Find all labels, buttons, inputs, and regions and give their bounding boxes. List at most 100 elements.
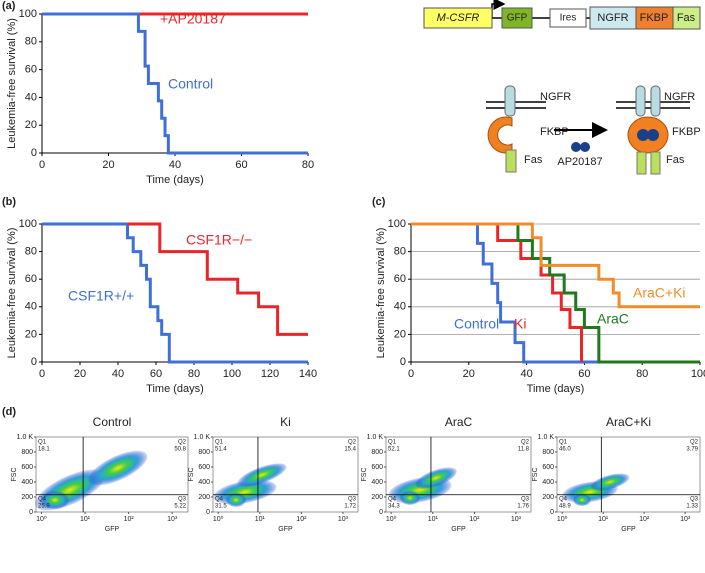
quadrant-name: Q4 xyxy=(215,497,224,503)
survival-curve xyxy=(411,222,700,364)
x-axis-label: GFP xyxy=(278,526,293,533)
quadrant-name: Q4 xyxy=(559,497,568,503)
y-tick-label: 200 xyxy=(21,494,33,501)
diagram-label: FKBP xyxy=(672,126,701,138)
quadrant-name: Q2 xyxy=(348,440,357,446)
construct-label: GFP xyxy=(507,13,528,24)
quadrant-name: Q3 xyxy=(348,497,357,503)
construct-label: Fas xyxy=(677,12,696,24)
x-tick-label: 10³ xyxy=(680,516,691,523)
panel-label: (b) xyxy=(2,196,16,208)
x-tick-label: 60 xyxy=(150,368,162,380)
y-tick-label: 80 xyxy=(25,36,37,48)
quadrant-name: Q1 xyxy=(215,440,224,446)
series-label: CSF1R+/+ xyxy=(68,288,134,304)
y-tick-label: 100 xyxy=(388,218,406,230)
y-tick-label: 600 xyxy=(371,464,383,471)
quadrant-value: 50.8 xyxy=(174,447,186,453)
density-cloud xyxy=(237,463,287,487)
quadrant-value: 1.72 xyxy=(344,504,356,510)
quadrant-value: 5.22 xyxy=(174,504,186,510)
receptor-diagram: NGFR FKBP Fas AP20187 NGFR FKBP Fas xyxy=(486,85,701,175)
diagram-label: AP20187 xyxy=(557,156,602,168)
x-tick-label: 10¹ xyxy=(255,516,266,523)
quadrant-value: 11.8 xyxy=(518,447,530,453)
x-tick-label: 0 xyxy=(39,368,45,380)
density-cloud xyxy=(400,491,420,505)
quadrant-value: 46.0 xyxy=(559,447,571,453)
series-label: CSF1R−/− xyxy=(186,232,252,248)
y-tick-label: 400 xyxy=(371,479,383,486)
x-tick-label: 80 xyxy=(636,368,648,380)
quadrant-value: 1.33 xyxy=(686,504,698,510)
construct-label: FKBP xyxy=(640,12,669,24)
panel-label: (c) xyxy=(372,196,386,208)
x-tick-label: 10¹ xyxy=(428,516,439,523)
survival-curve xyxy=(411,222,700,364)
quadrant-name: Q1 xyxy=(38,440,47,446)
quadrant-name: Q3 xyxy=(178,497,187,503)
series-label: Control xyxy=(168,76,213,92)
x-tick-label: 10⁰ xyxy=(36,515,47,523)
y-tick-label: 60 xyxy=(25,273,37,285)
survival-curve xyxy=(42,12,308,155)
construct-label: NGFR xyxy=(597,12,628,24)
x-tick-label: 120 xyxy=(261,368,279,380)
quadrant-value: 25.9 xyxy=(38,504,50,510)
quadrant-value: 3.79 xyxy=(686,447,698,453)
x-tick-label: 10⁰ xyxy=(557,515,568,523)
y-tick-label: 0 xyxy=(550,509,554,516)
x-tick-label: 40 xyxy=(520,368,532,380)
diagram-label: Fas xyxy=(666,154,685,166)
plot-title: Ki xyxy=(280,415,291,429)
x-axis-label: GFP xyxy=(621,526,636,533)
x-tick-label: 20 xyxy=(463,368,475,380)
x-axis-label: GFP xyxy=(451,526,466,533)
y-tick-label: 20 xyxy=(394,328,406,340)
y-axis-label: FSC xyxy=(188,468,195,482)
y-axis-label: Leukemia-free survival (%) xyxy=(6,18,18,149)
series-label: +AP20187 xyxy=(160,11,226,27)
density-cloud xyxy=(88,450,148,486)
panel-label: (a) xyxy=(2,0,16,12)
x-tick-label: 60 xyxy=(578,368,590,380)
x-tick-label: 10³ xyxy=(167,516,178,523)
panel-label: (d) xyxy=(2,406,16,418)
y-tick-label: 800 xyxy=(542,449,554,456)
y-tick-label: 200 xyxy=(198,494,210,501)
y-tick-label: 1.0 K xyxy=(194,434,211,441)
y-tick-label: 800 xyxy=(371,449,383,456)
x-axis-label: GFP xyxy=(105,526,120,533)
quadrant-name: Q4 xyxy=(38,497,47,503)
plot-frame xyxy=(556,436,701,513)
quadrant-name: Q3 xyxy=(690,497,699,503)
y-tick-label: 800 xyxy=(198,449,210,456)
y-tick-label: 60 xyxy=(25,64,37,76)
x-tick-label: 10² xyxy=(124,516,135,523)
y-tick-label: 0 xyxy=(400,356,406,368)
y-tick-label: 200 xyxy=(371,494,383,501)
y-tick-label: 40 xyxy=(25,301,37,313)
y-tick-label: 400 xyxy=(198,479,210,486)
survival-curve xyxy=(42,222,308,364)
y-tick-label: 100 xyxy=(19,8,37,20)
series-label: Control xyxy=(454,316,499,332)
quadrant-value: 1.76 xyxy=(517,504,529,510)
quadrant-name: Q4 xyxy=(388,497,397,503)
y-axis-label: Leukemia-free survival (%) xyxy=(6,228,18,359)
quadrant-name: Q1 xyxy=(559,440,568,446)
y-tick-label: 400 xyxy=(542,479,554,486)
x-tick-label: 0 xyxy=(39,159,45,171)
x-tick-label: 140 xyxy=(299,368,317,380)
construct-label: Ires xyxy=(560,13,577,24)
x-tick-label: 10¹ xyxy=(598,516,609,523)
construct-label: M-CSFR xyxy=(437,12,480,24)
series-label: AraC+Ki xyxy=(633,285,686,301)
x-axis-label: Time (days) xyxy=(146,174,204,186)
y-tick-label: 100 xyxy=(19,218,37,230)
plot-title: AraC+Ki xyxy=(606,415,651,429)
y-tick-label: 80 xyxy=(25,246,37,258)
density-cloud xyxy=(226,493,246,507)
y-tick-label: 400 xyxy=(21,479,33,486)
plot-frame xyxy=(385,436,532,513)
